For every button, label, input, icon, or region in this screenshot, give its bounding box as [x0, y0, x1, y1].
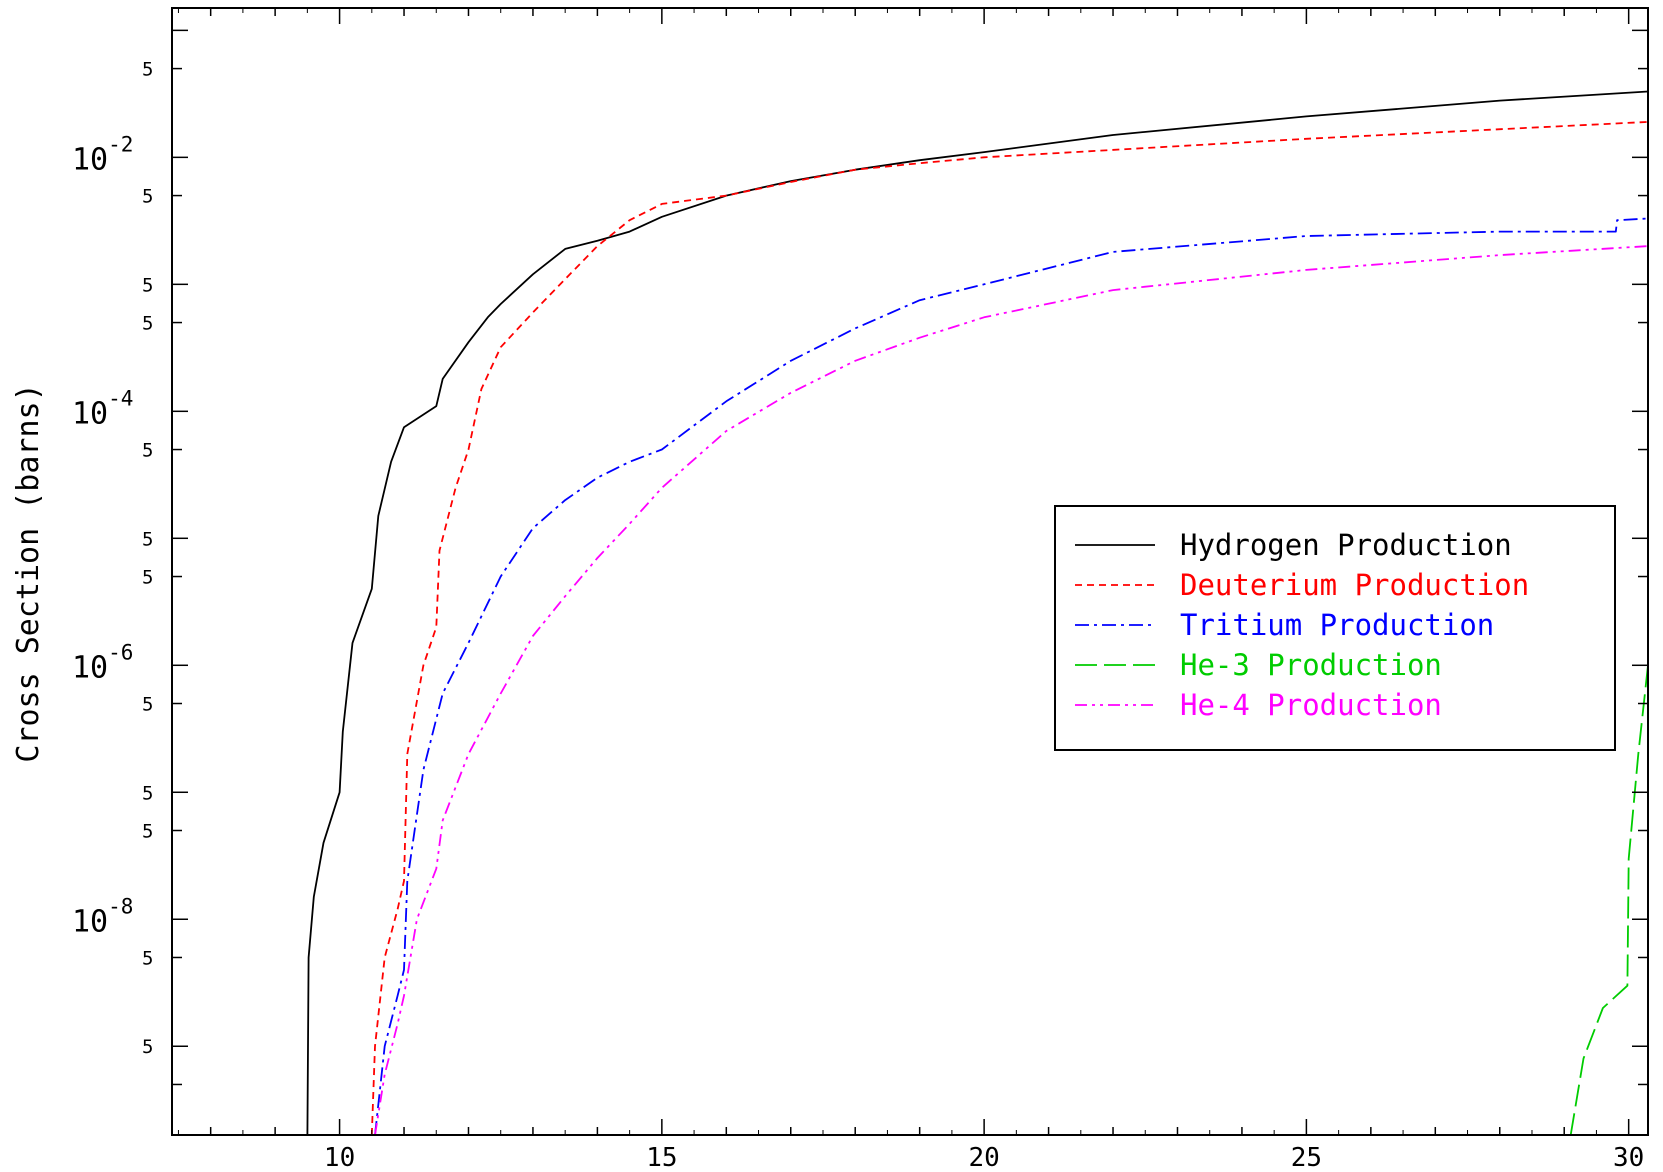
y-five-label: 5 — [142, 947, 153, 969]
legend-entry: He-3 Production — [1180, 648, 1442, 682]
legend: Hydrogen Production Deuterium Production T… — [1054, 505, 1616, 751]
y-five-label: 5 — [142, 694, 153, 716]
legend-entry: He-4 Production — [1180, 688, 1442, 722]
y-five-label: 5 — [142, 820, 153, 842]
series-line-deuterium-production — [370, 121, 1648, 1135]
series-line-he-4-production — [374, 245, 1648, 1135]
y-decade-label: 10-8 — [72, 894, 133, 939]
legend-entry: Tritium Production — [1180, 608, 1494, 642]
y-five-label: 5 — [142, 59, 153, 81]
plot-frame — [171, 7, 1649, 1136]
y-five-label: 5 — [142, 313, 153, 335]
y-decade-label: 10-4 — [72, 386, 133, 431]
y-axis-title: Cross Section (barns) — [11, 383, 46, 762]
y-five-label: 5 — [142, 186, 153, 208]
y-decade-label: 10-2 — [72, 132, 133, 177]
x-tick-label: 10 — [324, 1143, 355, 1172]
series-line-he-3-production — [1569, 665, 1648, 1135]
y-five-label: 5 — [142, 567, 153, 589]
y-five-label: 5 — [142, 440, 153, 462]
y-five-label: 5 — [142, 528, 153, 550]
x-tick-label: 30 — [1613, 1143, 1644, 1172]
y-decade-label: 10-6 — [72, 640, 133, 685]
legend-entry: Hydrogen Production — [1180, 528, 1512, 562]
legend-box — [1054, 505, 1616, 751]
y-five-label: 5 — [142, 782, 153, 804]
series-line-hydrogen-production — [306, 90, 1648, 1135]
x-tick-label: 25 — [1291, 1143, 1322, 1172]
x-tick-label: 15 — [646, 1143, 677, 1172]
y-five-label: 5 — [142, 1036, 153, 1058]
legend-entry: Deuterium Production — [1180, 568, 1529, 602]
series-line-tritium-production — [374, 217, 1648, 1135]
x-tick-label: 20 — [968, 1143, 999, 1172]
y-five-label: 5 — [142, 274, 153, 296]
